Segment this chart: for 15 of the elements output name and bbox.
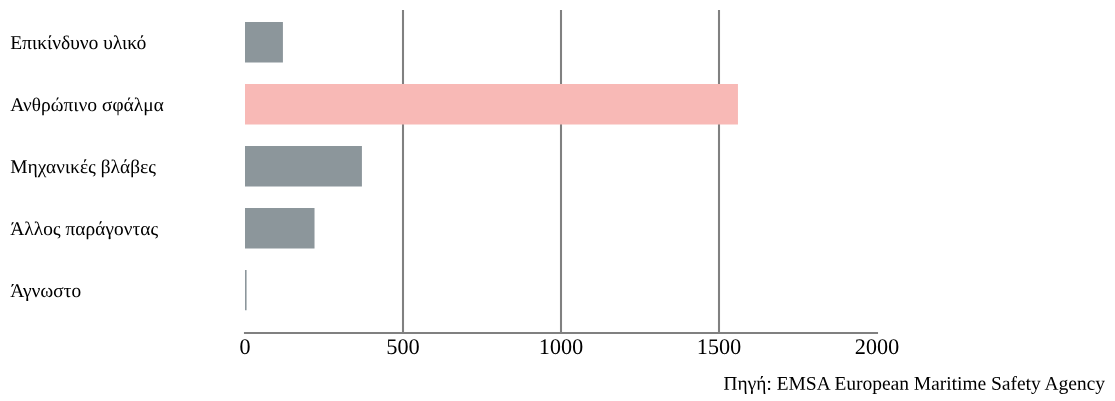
y-tick-label: Μηχανικές βλάβες	[10, 159, 156, 178]
x-tick-label: 500	[387, 339, 419, 355]
x-tick-label: 0	[240, 339, 250, 355]
text: Πηγή: EMSA European Maritime Safety Agency	[723, 376, 1105, 394]
x-tick-label: 2000	[855, 339, 899, 355]
y-tick-label: Επικίνδυνο υλικό	[10, 35, 146, 50]
bar	[245, 84, 738, 125]
bar	[245, 146, 362, 187]
y-tick-label: Ανθρώπινο σφάλμα	[10, 97, 164, 116]
bar	[245, 208, 315, 249]
x-tick-label: 1000	[540, 339, 583, 355]
bar	[245, 22, 283, 63]
x-tick-label: 1500	[698, 339, 741, 355]
y-tick-label: Άγνωστο	[10, 284, 81, 302]
y-tick-label: Άλλος παράγοντας	[10, 221, 158, 240]
